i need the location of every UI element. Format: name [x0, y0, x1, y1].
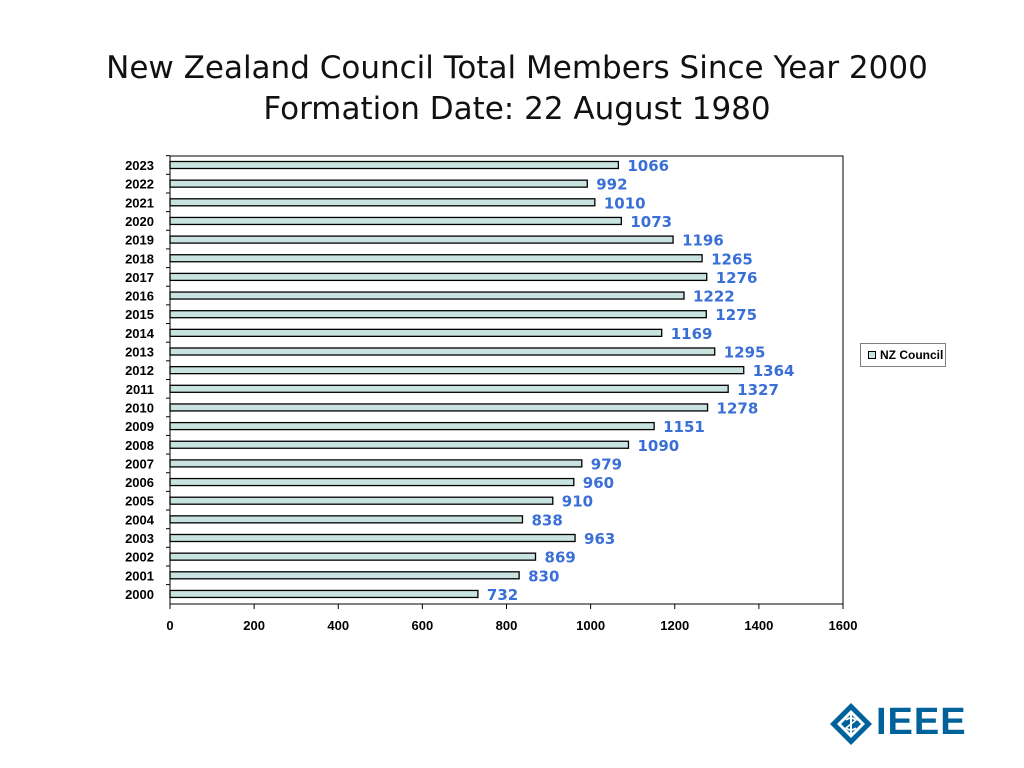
data-label: 992	[596, 176, 627, 194]
title-line-2: Formation Date: 22 August 1980	[263, 91, 771, 127]
y-tick-label: 2002	[125, 550, 154, 565]
x-tick-label: 1000	[576, 618, 605, 633]
bar-2023	[169, 160, 620, 170]
bar-2003	[169, 533, 576, 543]
bar-2014	[169, 328, 663, 338]
x-tick-label: 1400	[744, 618, 773, 633]
x-tick-label: 200	[243, 618, 265, 633]
y-tick-label: 2016	[125, 289, 154, 304]
data-label: 1265	[711, 250, 753, 268]
bar-2017	[169, 272, 708, 282]
bar-2004	[169, 515, 524, 524]
data-label: 979	[591, 455, 622, 473]
y-tick-label: 2018	[125, 251, 154, 266]
y-tick-label: 2019	[125, 233, 154, 248]
plot-area	[169, 155, 844, 605]
y-tick-label: 2009	[125, 419, 154, 434]
data-label: 1073	[630, 213, 672, 231]
y-tick-label: 2017	[125, 270, 154, 285]
data-label: 1278	[717, 399, 759, 417]
data-label: 960	[583, 474, 614, 492]
y-tick-label: 2006	[125, 475, 154, 490]
data-label: 1327	[737, 381, 779, 399]
x-tick-label: 1200	[660, 618, 689, 633]
y-tick-label: 2014	[125, 326, 155, 341]
data-label: 1090	[637, 437, 679, 455]
y-tick-label: 2013	[125, 345, 154, 360]
data-label: 963	[584, 530, 615, 548]
bar-2005	[169, 496, 554, 505]
data-label: 1276	[716, 269, 758, 287]
data-label: 1169	[671, 325, 713, 343]
bar-2002	[169, 552, 537, 561]
ieee-logo: IEEE	[826, 701, 976, 749]
data-label: 1196	[682, 232, 724, 250]
y-tick-label: 2011	[126, 382, 154, 397]
y-tick-label: 2001	[125, 568, 154, 583]
bar-2011	[169, 384, 729, 393]
data-label: 869	[545, 549, 576, 567]
bar-2021	[169, 198, 596, 207]
bar-2010	[169, 403, 709, 412]
y-tick-label: 2015	[125, 307, 154, 322]
bar-2020	[169, 216, 622, 226]
data-label: 838	[531, 511, 562, 529]
bar-2008	[169, 440, 630, 449]
y-tick-label: 2023	[125, 158, 154, 173]
y-tick-label: 2010	[125, 400, 154, 415]
data-label: 1151	[663, 418, 705, 436]
y-tick-label: 2004	[125, 512, 155, 527]
legend-swatch	[868, 351, 876, 359]
bar-2022	[169, 179, 588, 188]
data-label: 1066	[627, 157, 669, 175]
y-tick-label: 2005	[125, 494, 154, 509]
x-tick-label: 800	[496, 618, 518, 633]
y-tick-label: 2021	[125, 195, 154, 210]
data-label: 1275	[715, 306, 757, 324]
data-label: 732	[487, 586, 518, 604]
data-label: 1222	[693, 288, 735, 306]
bar-2006	[169, 477, 575, 487]
bar-2019	[169, 235, 674, 244]
x-tick-label: 0	[166, 618, 173, 633]
legend-label: NZ Council	[880, 348, 944, 362]
legend: NZ Council	[860, 343, 946, 367]
y-tick-label: 2020	[125, 214, 154, 229]
data-label: 1010	[604, 194, 646, 212]
y-tick-label: 2000	[125, 587, 154, 602]
bar-2015	[169, 310, 707, 319]
bar-2009	[169, 421, 655, 431]
x-tick-label: 400	[327, 618, 349, 633]
y-tick-label: 2003	[125, 531, 154, 546]
data-label: 910	[562, 493, 593, 511]
data-label: 1364	[753, 362, 795, 380]
ieee-logo-text: IEEE	[876, 701, 967, 743]
bar-2018	[169, 254, 703, 263]
data-label: 1295	[724, 344, 766, 362]
y-tick-label: 2012	[125, 363, 154, 378]
y-tick-label: 2022	[125, 177, 154, 192]
bar-2000	[169, 589, 479, 599]
bar-2007	[169, 459, 583, 468]
bar-2001	[169, 571, 520, 580]
bar-2016	[169, 291, 685, 300]
y-tick-label: 2007	[125, 456, 154, 471]
bar-2012	[169, 365, 745, 375]
data-label: 830	[528, 567, 559, 585]
y-tick-label: 2008	[125, 438, 154, 453]
title-line-1: New Zealand Council Total Members Since …	[106, 50, 928, 86]
x-tick-label: 1600	[829, 618, 858, 633]
x-tick-label: 600	[412, 618, 434, 633]
bar-2013	[169, 347, 716, 356]
chart-title: New Zealand Council Total Members Since …	[0, 48, 1024, 130]
ieee-diamond-icon	[830, 703, 872, 745]
